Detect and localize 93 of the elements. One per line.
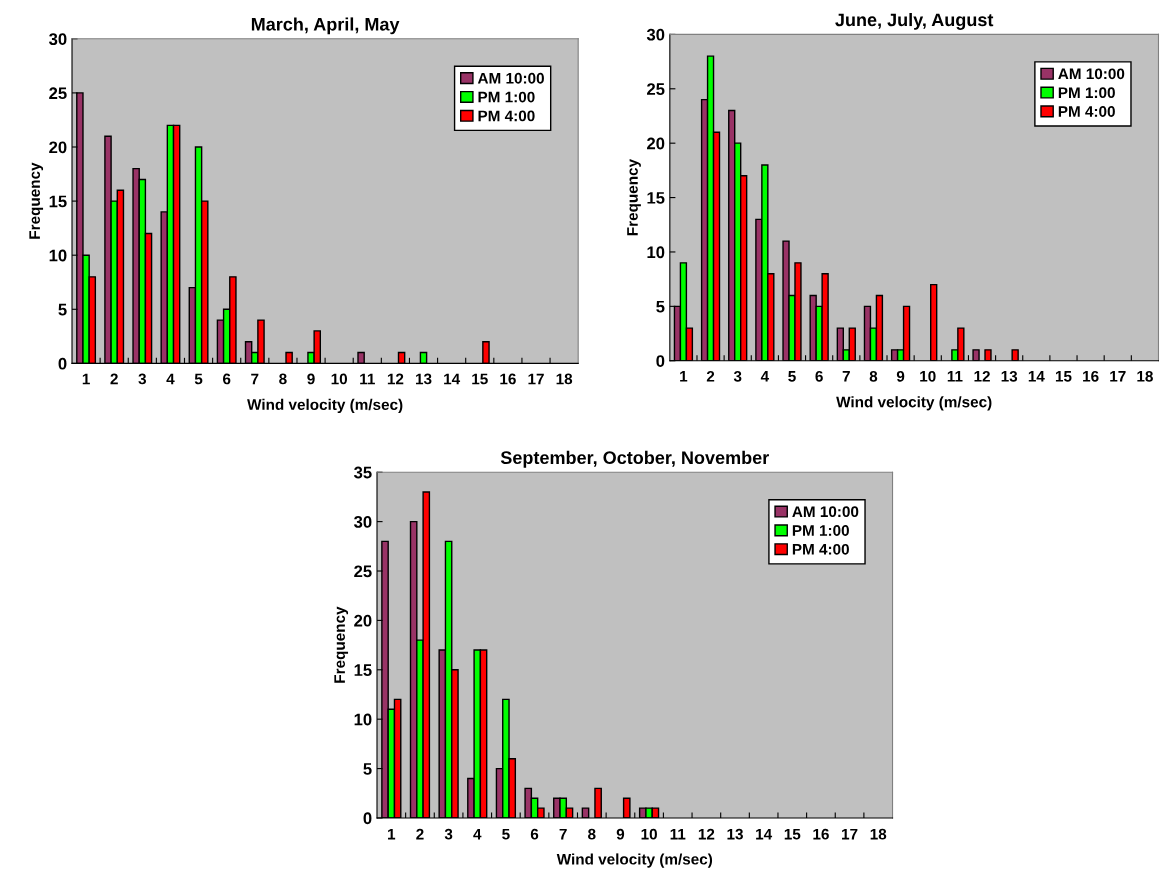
x-tick-label: 2 bbox=[110, 373, 118, 385]
x-tick-label: 10 bbox=[331, 373, 348, 385]
x-tick-label: 2 bbox=[706, 370, 715, 382]
y-tick-label: 25 bbox=[647, 83, 665, 95]
legend-label: PM 4:00 bbox=[1058, 106, 1115, 117]
x-tick-label: 1 bbox=[82, 373, 90, 385]
x-tick-label: 14 bbox=[1028, 371, 1045, 382]
x-tick-label: 15 bbox=[784, 828, 801, 840]
x-tick-label: 18 bbox=[870, 828, 887, 840]
y-tick-label: 5 bbox=[58, 303, 67, 316]
y-tick-label: 0 bbox=[58, 357, 67, 370]
y-axis-title: Frequency bbox=[334, 606, 349, 683]
legend-label: PM 4:00 bbox=[478, 110, 535, 122]
x-tick-label: 5 bbox=[788, 371, 796, 382]
legend-label: AM 10:00 bbox=[477, 72, 544, 84]
x-tick-label: 4 bbox=[166, 373, 175, 385]
x-tick-label: 3 bbox=[733, 370, 742, 382]
y-tick-label: 25 bbox=[49, 87, 67, 100]
y-tick-label: 20 bbox=[49, 141, 67, 154]
chart-title: June, July, August bbox=[835, 12, 994, 30]
x-tick-label: 17 bbox=[1110, 371, 1126, 382]
y-tick-label: 15 bbox=[354, 664, 372, 676]
x-tick-label: 8 bbox=[869, 370, 878, 382]
x-tick-label: 11 bbox=[360, 373, 375, 385]
x-tick-label: 15 bbox=[472, 373, 488, 385]
x-tick-label: 1 bbox=[388, 828, 396, 840]
x-tick-label: 14 bbox=[756, 828, 773, 840]
x-tick-label: 18 bbox=[1137, 370, 1153, 382]
x-tick-label: 9 bbox=[307, 373, 315, 385]
x-tick-label: 15 bbox=[1055, 371, 1072, 382]
x-tick-label: 12 bbox=[974, 370, 990, 382]
x-tick-label: 5 bbox=[194, 373, 203, 385]
x-tick-label: 13 bbox=[727, 828, 743, 840]
x-tick-label: 17 bbox=[842, 828, 858, 840]
x-tick-label: 13 bbox=[1001, 370, 1018, 382]
x-tick-label: 14 bbox=[444, 373, 461, 385]
x-tick-label: 16 bbox=[1083, 370, 1099, 382]
legend-label: PM 1:00 bbox=[1058, 87, 1115, 99]
x-tick-label: 7 bbox=[251, 373, 259, 385]
x-tick-label: 6 bbox=[815, 370, 823, 382]
x-tick-label: 11 bbox=[670, 828, 686, 840]
y-tick-label: 30 bbox=[353, 516, 372, 528]
x-tick-label: 7 bbox=[842, 371, 850, 382]
x-tick-label: 8 bbox=[279, 373, 287, 385]
y-tick-label: 0 bbox=[656, 355, 665, 367]
legend-label: PM 1:00 bbox=[478, 91, 535, 103]
chart-title: September, October, November bbox=[500, 450, 769, 468]
y-tick-label: 35 bbox=[353, 466, 372, 479]
x-tick-label: 1 bbox=[680, 371, 688, 382]
x-axis-title: Wind velocity (m/sec) bbox=[836, 396, 992, 411]
x-tick-label: 3 bbox=[138, 373, 147, 385]
legend-label: AM 10:00 bbox=[1058, 68, 1125, 80]
legend-label: PM 4:00 bbox=[792, 543, 849, 555]
x-axis-title: Wind velocity (m/sec) bbox=[247, 398, 403, 414]
x-tick-label: 17 bbox=[528, 373, 544, 385]
y-tick-label: 5 bbox=[656, 300, 665, 313]
x-tick-label: 9 bbox=[616, 828, 625, 840]
y-tick-label: 15 bbox=[647, 192, 665, 204]
x-tick-label: 16 bbox=[813, 828, 829, 840]
x-tick-label: 13 bbox=[415, 373, 432, 385]
y-axis-title: Frequency bbox=[627, 159, 641, 236]
x-tick-label: 11 bbox=[947, 371, 963, 382]
y-tick-label: 20 bbox=[354, 614, 372, 627]
x-tick-label: 8 bbox=[588, 828, 596, 840]
y-tick-label: 30 bbox=[646, 28, 665, 41]
x-tick-label: 3 bbox=[444, 828, 453, 840]
legend-label: AM 10:00 bbox=[792, 506, 859, 518]
x-tick-label: 18 bbox=[556, 373, 573, 385]
x-tick-label: 6 bbox=[530, 828, 539, 840]
x-axis-title: Wind velocity (m/sec) bbox=[556, 853, 713, 868]
x-tick-label: 10 bbox=[920, 370, 936, 382]
x-tick-label: 12 bbox=[387, 373, 404, 385]
x-tick-label: 7 bbox=[559, 828, 567, 840]
x-tick-label: 6 bbox=[222, 373, 231, 385]
x-tick-label: 4 bbox=[760, 371, 770, 382]
chart-title: March, April, May bbox=[251, 17, 400, 35]
x-tick-label: 16 bbox=[500, 373, 516, 385]
y-tick-label: 0 bbox=[363, 812, 372, 825]
y-axis-title: Frequency bbox=[29, 162, 44, 239]
y-tick-label: 10 bbox=[354, 713, 372, 726]
x-tick-label: 4 bbox=[473, 828, 482, 840]
y-tick-label: 5 bbox=[363, 763, 372, 775]
legend-label: PM 1:00 bbox=[792, 525, 849, 536]
y-tick-label: 10 bbox=[49, 249, 67, 262]
y-tick-label: 30 bbox=[49, 33, 67, 46]
y-tick-label: 15 bbox=[49, 195, 67, 208]
y-tick-label: 10 bbox=[647, 246, 665, 259]
x-tick-label: 12 bbox=[698, 828, 715, 840]
y-tick-label: 20 bbox=[647, 137, 665, 150]
x-tick-label: 9 bbox=[896, 370, 905, 382]
x-tick-label: 5 bbox=[502, 828, 510, 840]
x-tick-label: 2 bbox=[416, 828, 424, 840]
y-tick-label: 25 bbox=[354, 565, 372, 578]
